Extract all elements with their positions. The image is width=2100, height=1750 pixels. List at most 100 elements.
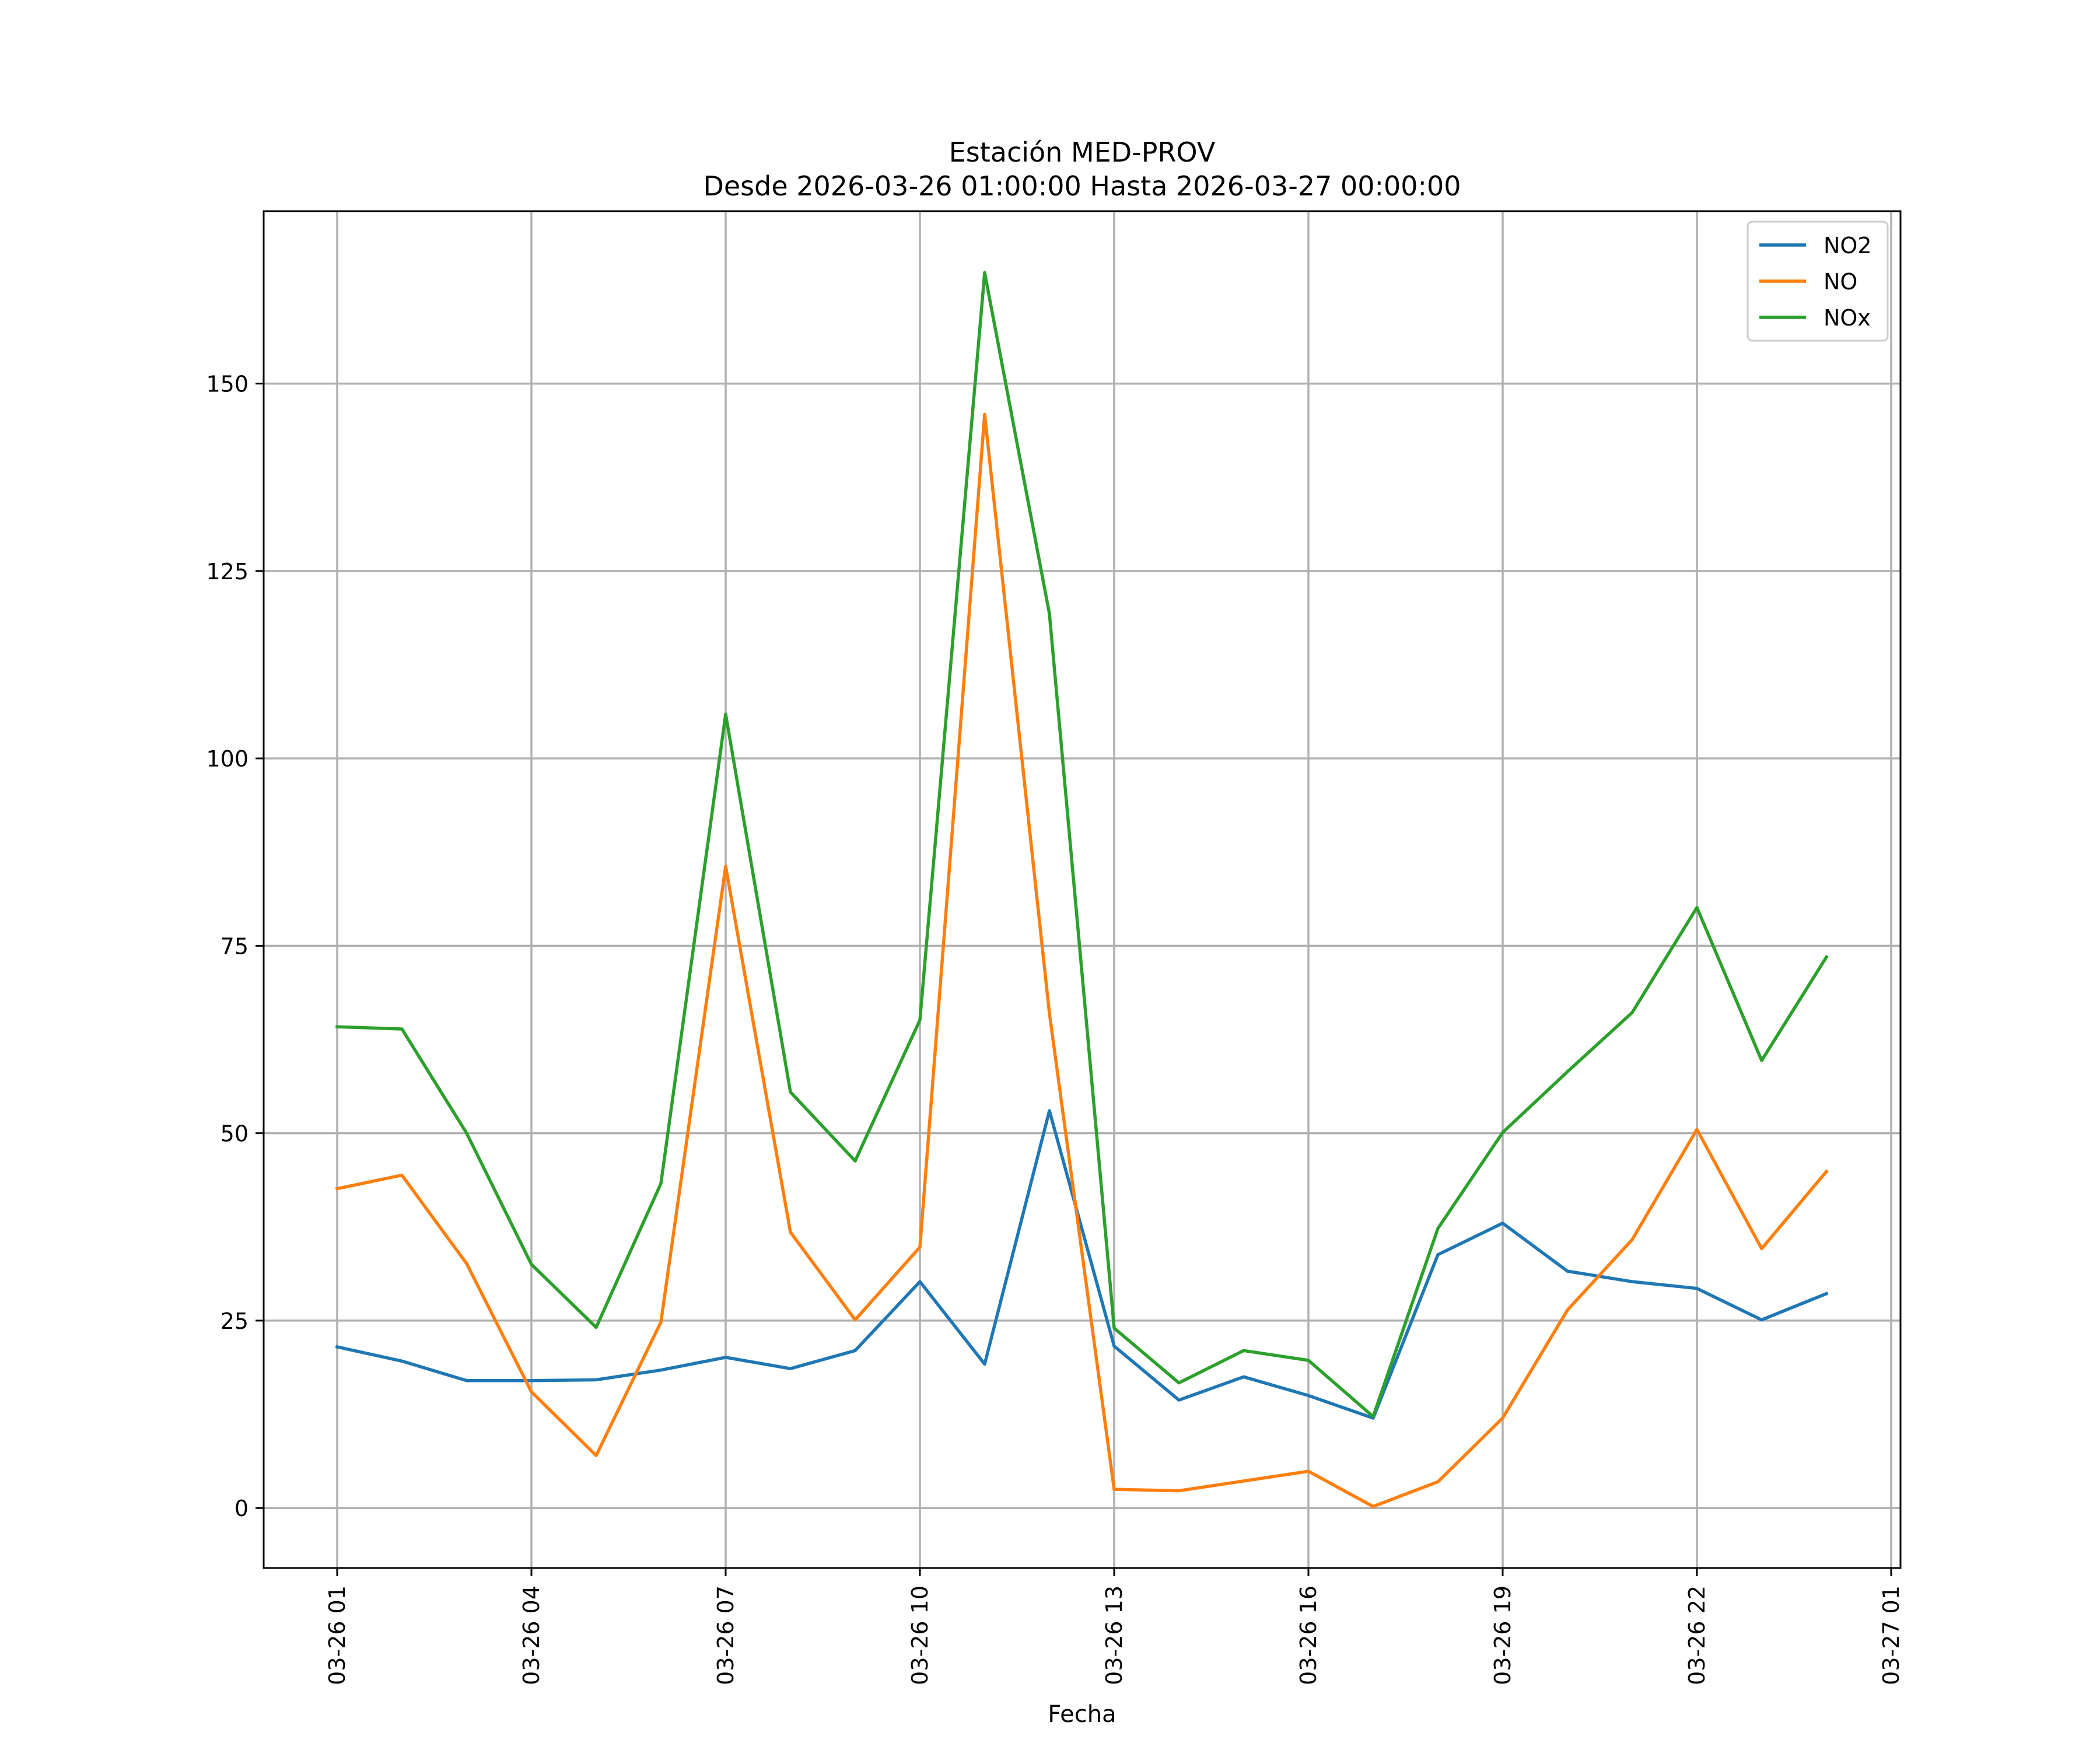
data-point-no <box>1696 1128 1698 1130</box>
data-point-no2 <box>984 1363 986 1365</box>
data-point-no2 <box>1760 1319 1763 1321</box>
data-point-no <box>919 1246 921 1248</box>
data-point-nox <box>1242 1349 1245 1352</box>
data-point-nox <box>1502 1131 1504 1133</box>
data-point-nox <box>789 1091 792 1093</box>
data-point-nox <box>466 1132 468 1135</box>
data-point-no <box>1307 1470 1310 1472</box>
legend-box <box>1746 220 1889 342</box>
data-point-no <box>984 413 986 415</box>
x-tick-label: 03-26 10 <box>907 1586 933 1685</box>
data-point-nox <box>1760 1059 1763 1062</box>
data-point-nox <box>530 1264 533 1266</box>
data-point-nox <box>1566 1070 1569 1073</box>
data-point-no2 <box>1566 1270 1569 1272</box>
data-point-no <box>1048 1012 1051 1014</box>
legend-label-no: NO <box>1824 269 1857 295</box>
chart-title-line-1: Estación MED-PROV <box>949 136 1216 168</box>
data-point-no <box>336 1188 338 1190</box>
data-point-nox <box>1178 1382 1180 1384</box>
data-point-no <box>1437 1480 1439 1483</box>
data-point-no2 <box>1113 1345 1115 1348</box>
data-point-no <box>1178 1490 1180 1492</box>
x-tick-label: 03-27 01 <box>1878 1586 1904 1685</box>
y-tick-label: 25 <box>220 1308 249 1334</box>
data-point-nox <box>660 1182 662 1185</box>
series-line-no2 <box>335 1109 1829 1420</box>
y-tick-label: 150 <box>206 372 249 397</box>
data-point-no2 <box>1178 1399 1180 1401</box>
data-point-no2 <box>1696 1287 1698 1290</box>
x-tick-label: 03-26 19 <box>1490 1586 1516 1685</box>
data-point-no2 <box>789 1367 792 1370</box>
x-tick-label: 03-26 07 <box>713 1586 738 1685</box>
series-layer <box>335 271 1829 1508</box>
series-line-nox <box>335 271 1829 1419</box>
x-tick-label: 03-26 01 <box>324 1586 350 1685</box>
data-point-no <box>466 1262 468 1265</box>
y-tick-label: 100 <box>206 746 249 772</box>
data-point-nox <box>1372 1415 1374 1418</box>
data-point-no2 <box>1048 1110 1051 1112</box>
legend-label-nox: NOx <box>1824 305 1871 331</box>
data-point-nox <box>1113 1327 1115 1329</box>
data-point-no2 <box>595 1378 597 1381</box>
data-point-nox <box>1437 1227 1439 1230</box>
data-point-nox <box>336 1026 338 1028</box>
x-tick-label: 03-26 22 <box>1684 1586 1710 1685</box>
grid-lines <box>264 211 1901 1568</box>
data-point-no <box>1372 1506 1374 1508</box>
data-point-no <box>595 1454 597 1457</box>
data-point-no2 <box>401 1360 403 1362</box>
y-tick-label: 75 <box>220 933 249 959</box>
data-point-no2 <box>530 1380 533 1382</box>
plot-area-frame <box>262 210 1902 1569</box>
data-point-nox <box>1048 612 1051 615</box>
data-point-no2 <box>1307 1394 1310 1396</box>
data-point-no <box>1631 1238 1633 1241</box>
x-tick-label: 03-26 16 <box>1296 1586 1321 1685</box>
x-axis: 03-26 01 03-26 04 03-26 07 03-26 10 03-26 13… <box>324 1568 1904 1685</box>
data-point-nox <box>1696 907 1698 909</box>
x-axis-label: Fecha <box>1048 1701 1116 1728</box>
data-point-no <box>789 1231 792 1233</box>
y-tick-label: 0 <box>235 1496 249 1521</box>
data-point-no2 <box>1631 1280 1633 1283</box>
series-line-no <box>335 412 1829 1508</box>
chart-title-line-2: Desde 2026-03-26 01:00:00 Hasta 2026-03-… <box>703 170 1461 202</box>
data-point-no2 <box>660 1369 662 1371</box>
data-point-no2 <box>854 1349 856 1352</box>
data-point-no2 <box>1242 1376 1245 1378</box>
data-point-no <box>1502 1417 1504 1419</box>
data-point-nox <box>724 713 727 715</box>
legend: NO2 NO NOx <box>1746 220 1889 342</box>
data-point-nox <box>1631 1012 1633 1014</box>
data-point-no2 <box>1502 1222 1504 1224</box>
data-point-no <box>1242 1480 1245 1482</box>
data-point-no2 <box>466 1380 468 1382</box>
data-point-no <box>1566 1309 1569 1311</box>
data-point-nox <box>1825 956 1828 958</box>
y-tick-label: 50 <box>220 1121 249 1147</box>
data-point-nox <box>1307 1359 1310 1362</box>
y-tick-label: 125 <box>206 559 249 584</box>
data-point-nox <box>984 271 986 274</box>
legend-label-no2: NO2 <box>1824 233 1872 258</box>
data-point-nox <box>919 1019 921 1021</box>
data-point-no <box>854 1319 856 1321</box>
data-point-nox <box>401 1028 403 1030</box>
data-point-no <box>1760 1248 1763 1250</box>
data-point-no2 <box>1437 1254 1439 1256</box>
data-point-no2 <box>1825 1293 1828 1295</box>
data-point-no <box>530 1391 533 1393</box>
data-point-no <box>1113 1488 1115 1490</box>
data-point-nox <box>854 1160 856 1162</box>
data-point-no2 <box>724 1356 727 1359</box>
data-point-no2 <box>336 1346 338 1348</box>
data-point-no <box>660 1321 662 1323</box>
data-point-no <box>724 865 727 867</box>
x-tick-label: 03-26 13 <box>1101 1586 1127 1685</box>
data-point-nox <box>595 1326 597 1328</box>
x-tick-label: 03-26 04 <box>519 1586 544 1685</box>
data-point-no <box>1825 1170 1828 1172</box>
